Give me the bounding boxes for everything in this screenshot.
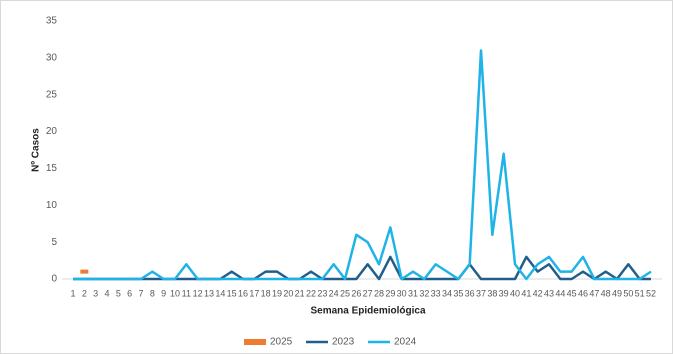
x-tick-label: 45 xyxy=(567,288,577,298)
y-axis-title: Nº Casos xyxy=(31,128,42,172)
x-axis-title: Semana Epidemiológica xyxy=(310,306,425,317)
x-tick-label: 11 xyxy=(182,288,191,298)
x-tick-label: 50 xyxy=(623,288,633,298)
x-tick-label: 8 xyxy=(150,288,155,298)
x-tick-label: 24 xyxy=(329,288,339,298)
y-tick-label: 5 xyxy=(51,237,57,248)
x-tick-label: 27 xyxy=(363,288,373,298)
x-tick-label: 14 xyxy=(215,288,225,298)
legend-label: 2023 xyxy=(332,337,355,348)
x-tick-label: 36 xyxy=(465,288,475,298)
x-tick-label: 33 xyxy=(431,288,441,298)
x-tick-label: 38 xyxy=(487,288,497,298)
x-tick-label: 31 xyxy=(408,288,418,298)
x-tick-label: 6 xyxy=(127,288,132,298)
y-tick-label: 30 xyxy=(46,52,58,63)
x-tick-label: 3 xyxy=(93,288,98,298)
x-tick-label: 47 xyxy=(589,288,599,298)
x-tick-label: 19 xyxy=(272,288,282,298)
legend-label: 2024 xyxy=(394,337,417,348)
x-tick-label: 12 xyxy=(193,288,203,298)
x-tick-label: 4 xyxy=(104,288,109,298)
y-tick-label: 35 xyxy=(46,16,58,27)
x-tick-label: 30 xyxy=(397,288,407,298)
x-tick-label: 42 xyxy=(533,288,543,298)
y-tick-label: 15 xyxy=(46,163,58,174)
x-tick-label: 52 xyxy=(646,288,656,298)
x-tick-label: 29 xyxy=(385,288,395,298)
x-tick-label: 7 xyxy=(138,288,143,298)
x-tick-label: 9 xyxy=(161,288,166,298)
x-tick-label: 13 xyxy=(204,288,214,298)
x-tick-label: 40 xyxy=(510,288,520,298)
x-tick-label: 5 xyxy=(116,288,121,298)
legend-label: 2025 xyxy=(270,337,293,348)
x-tick-label: 16 xyxy=(238,288,248,298)
x-tick-label: 23 xyxy=(317,288,327,298)
x-tick-label: 49 xyxy=(612,288,622,298)
y-tick-label: 10 xyxy=(46,200,58,211)
x-tick-label: 21 xyxy=(295,288,305,298)
x-tick-label: 39 xyxy=(499,288,509,298)
x-tick-label: 44 xyxy=(555,288,565,298)
legend-swatch xyxy=(244,339,266,345)
x-tick-label: 1 xyxy=(70,288,75,298)
x-tick-label: 51 xyxy=(635,288,645,298)
y-tick-label: 25 xyxy=(46,89,58,100)
x-tick-label: 48 xyxy=(601,288,611,298)
x-tick-label: 18 xyxy=(261,288,271,298)
y-tick-label: 0 xyxy=(51,274,57,285)
x-tick-label: 37 xyxy=(476,288,486,298)
x-tick-label: 34 xyxy=(442,288,452,298)
x-tick-label: 2 xyxy=(82,288,87,298)
x-tick-label: 15 xyxy=(227,288,237,298)
line-point xyxy=(80,269,89,274)
x-tick-label: 17 xyxy=(249,288,259,298)
x-tick-label: 28 xyxy=(374,288,384,298)
x-tick-label: 20 xyxy=(283,288,293,298)
x-tick-label: 26 xyxy=(351,288,361,298)
x-tick-label: 25 xyxy=(340,288,350,298)
series-line xyxy=(73,49,652,281)
x-tick-label: 32 xyxy=(419,288,429,298)
x-tick-label: 10 xyxy=(170,288,180,298)
x-tick-label: 46 xyxy=(578,288,588,298)
x-tick-label: 22 xyxy=(306,288,316,298)
y-tick-label: 20 xyxy=(46,126,58,137)
x-tick-label: 41 xyxy=(521,288,531,298)
x-tick-label: 43 xyxy=(544,288,554,298)
x-tick-label: 35 xyxy=(453,288,463,298)
